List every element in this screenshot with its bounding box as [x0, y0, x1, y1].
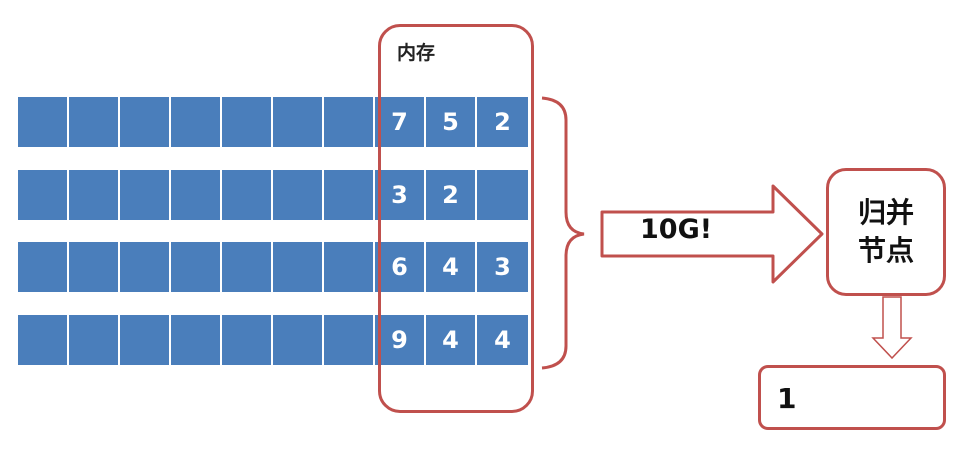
- data-cell: [273, 315, 324, 365]
- data-cell: [222, 242, 273, 292]
- memory-frame: [378, 24, 534, 413]
- data-cell: [273, 97, 324, 147]
- data-cell: 2: [477, 97, 528, 147]
- data-cell: [18, 242, 69, 292]
- data-cell: [222, 315, 273, 365]
- data-cell: [324, 170, 375, 220]
- right-brace: [541, 96, 585, 370]
- data-cell: [477, 170, 528, 220]
- data-cell: [18, 315, 69, 365]
- data-cell: [120, 97, 171, 147]
- data-cell: [324, 315, 375, 365]
- data-cell: 4: [477, 315, 528, 365]
- data-cell: [324, 97, 375, 147]
- data-cell: 6: [375, 242, 426, 292]
- data-cell: 4: [426, 242, 477, 292]
- data-cell: [69, 315, 120, 365]
- data-cell: [120, 170, 171, 220]
- data-cell: 4: [426, 315, 477, 365]
- data-cell: [171, 315, 222, 365]
- data-cell: 7: [375, 97, 426, 147]
- data-cell: [324, 242, 375, 292]
- data-cell: 2: [426, 170, 477, 220]
- data-cell: [18, 97, 69, 147]
- data-cell: 9: [375, 315, 426, 365]
- merge-node: 归并节点: [826, 168, 946, 296]
- data-cell: [273, 242, 324, 292]
- data-cell: [69, 242, 120, 292]
- data-cell: [69, 170, 120, 220]
- data-cell: [69, 97, 120, 147]
- data-cell: [222, 170, 273, 220]
- arrow-label: 10G!: [640, 214, 713, 245]
- data-cell: 5: [426, 97, 477, 147]
- data-cell: [120, 242, 171, 292]
- down-arrow: [871, 296, 913, 360]
- data-cell: [171, 242, 222, 292]
- data-cell: [171, 97, 222, 147]
- memory-label: 内存: [397, 42, 436, 64]
- data-cell: [18, 170, 69, 220]
- data-cell: 3: [477, 242, 528, 292]
- data-cell: [171, 170, 222, 220]
- result-value: 1: [777, 382, 797, 415]
- big-arrow: [600, 184, 824, 284]
- data-cell: [273, 170, 324, 220]
- data-cell: [120, 315, 171, 365]
- result-box: 1: [758, 365, 946, 430]
- merge-node-label: 归并节点: [857, 196, 914, 267]
- data-cell: [222, 97, 273, 147]
- data-cell: 3: [375, 170, 426, 220]
